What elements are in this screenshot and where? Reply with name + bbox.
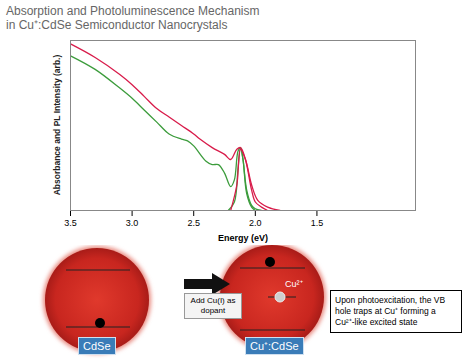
svg-text:1.5: 1.5 <box>311 218 324 228</box>
html-text:Add Cu(I) as dopant: Add Cu(I) as dopant <box>190 296 236 315</box>
html-text:in Cu⁺:CdSe Semiconductor Nano: in Cu⁺:CdSe Semiconductor Nanocrystals <box>6 18 228 32</box>
svg-text:3.0: 3.0 <box>126 218 139 228</box>
html-text:Absorption and Photoluminescen: Absorption and Photoluminescence Mechani… <box>6 4 260 18</box>
svg-text:3.5: 3.5 <box>64 218 77 228</box>
svg-text:Absorbance and PL Intensity (a: Absorbance and PL Intensity (arb.) <box>52 55 62 196</box>
svg-text:2.5: 2.5 <box>187 218 200 228</box>
html-text:Cu⁺:CdSe: Cu⁺:CdSe <box>250 340 299 352</box>
html-text:CdSe: CdSe <box>83 340 111 352</box>
svg-text:Energy (eV): Energy (eV) <box>218 233 268 243</box>
html-text:Upon photoexcitation, the VB h: Upon photoexcitation, the VB hole traps … <box>335 295 446 327</box>
svg-text:Cu²⁺: Cu²⁺ <box>285 279 303 289</box>
svg-text:2.0: 2.0 <box>249 218 262 228</box>
